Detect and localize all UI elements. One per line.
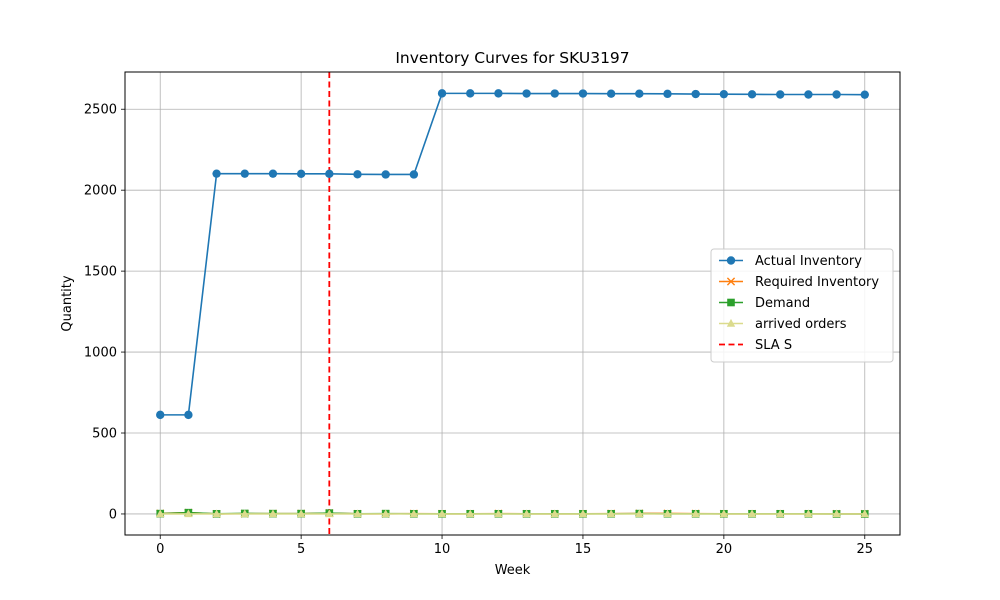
data-point bbox=[691, 509, 700, 518]
data-point bbox=[184, 410, 193, 420]
data-point bbox=[578, 89, 588, 98]
data-point bbox=[156, 410, 165, 420]
data-point bbox=[727, 298, 735, 307]
axis-ticks: 0 5 10 15 20 25 0 500 1000 1500 2000 2500 bbox=[84, 103, 873, 557]
data-point bbox=[522, 89, 531, 98]
data-point bbox=[550, 509, 559, 518]
y-tick-label: 1000 bbox=[84, 346, 117, 361]
chart-title: Inventory Curves for SKU3197 bbox=[395, 49, 629, 67]
data-point bbox=[719, 509, 729, 518]
data-point bbox=[726, 277, 736, 286]
data-point bbox=[726, 256, 736, 265]
data-point bbox=[550, 89, 559, 98]
data-point bbox=[832, 90, 841, 99]
y-axis-label: Quantity bbox=[60, 275, 75, 331]
x-tick-label: 25 bbox=[856, 542, 873, 557]
legend-entry-arrived-orders: arrived orders bbox=[719, 317, 847, 332]
y-tick-label: 0 bbox=[109, 507, 117, 522]
legend-entry-demand: Demand bbox=[719, 296, 810, 311]
data-point bbox=[804, 90, 813, 99]
data-point bbox=[296, 169, 306, 179]
data-point-stroke bbox=[726, 277, 736, 286]
data-point bbox=[381, 509, 390, 518]
data-point bbox=[466, 509, 475, 518]
data-point bbox=[578, 509, 588, 518]
data-point bbox=[409, 170, 419, 179]
data-point bbox=[156, 509, 165, 518]
data-point bbox=[353, 170, 362, 179]
data-point bbox=[804, 509, 813, 518]
data-point bbox=[240, 509, 249, 518]
data-point bbox=[325, 509, 334, 518]
legend-entry-actual-inventory: Actual Inventory bbox=[719, 254, 862, 269]
data-point bbox=[184, 509, 193, 518]
data-point bbox=[832, 509, 841, 518]
y-tick-label: 2500 bbox=[84, 103, 117, 118]
data-point bbox=[409, 509, 419, 518]
data-point bbox=[353, 509, 362, 518]
data-point bbox=[437, 89, 447, 98]
data-point bbox=[747, 90, 757, 99]
data-point bbox=[494, 509, 503, 518]
data-point bbox=[212, 509, 221, 518]
x-tick-label: 10 bbox=[434, 542, 451, 557]
series-line bbox=[160, 92, 865, 416]
x-tick-label: 20 bbox=[716, 542, 733, 557]
data-point bbox=[860, 90, 869, 99]
y-tick-label: 2000 bbox=[84, 184, 117, 199]
legend-box bbox=[710, 248, 894, 363]
data-point bbox=[726, 318, 736, 327]
data-point bbox=[635, 89, 644, 98]
data-point bbox=[663, 509, 672, 518]
data-point bbox=[747, 509, 757, 518]
data-point bbox=[325, 169, 334, 179]
legend-label: Required Inventory bbox=[755, 275, 879, 290]
x-tick-label: 0 bbox=[156, 542, 164, 557]
data-point bbox=[606, 89, 616, 98]
data-point bbox=[466, 89, 475, 98]
data-point bbox=[212, 169, 221, 178]
data-point bbox=[437, 509, 447, 518]
series-actual-inventory bbox=[156, 89, 869, 420]
data-point bbox=[240, 169, 249, 178]
data-point bbox=[522, 509, 531, 518]
x-tick-label: 15 bbox=[575, 542, 592, 557]
plot-area-frame bbox=[124, 71, 901, 536]
legend-label: SLA S bbox=[755, 338, 792, 353]
data-point bbox=[606, 509, 616, 518]
x-axis-label: Week bbox=[495, 563, 531, 578]
data-point bbox=[860, 509, 869, 518]
data-point bbox=[776, 90, 785, 99]
legend: Actual Inventory Required Inventory Demand… bbox=[710, 248, 894, 363]
data-point bbox=[268, 169, 278, 178]
legend-label: Demand bbox=[755, 296, 810, 311]
legend-label: Actual Inventory bbox=[755, 254, 862, 269]
data-point bbox=[691, 89, 700, 99]
series-group bbox=[156, 89, 869, 519]
data-point bbox=[381, 170, 390, 179]
legend-entry-sla-s: SLA S bbox=[719, 338, 792, 353]
legend-label: arrived orders bbox=[755, 317, 847, 332]
data-point bbox=[494, 89, 503, 98]
data-point bbox=[776, 509, 785, 518]
legend-entry-required-inventory: Required Inventory bbox=[719, 275, 879, 290]
series-arrived-orders bbox=[156, 509, 869, 518]
data-point bbox=[635, 509, 644, 518]
data-point bbox=[268, 509, 278, 518]
data-point bbox=[719, 89, 729, 99]
data-point bbox=[296, 509, 306, 518]
y-tick-label: 500 bbox=[92, 427, 117, 442]
x-tick-label: 5 bbox=[297, 542, 305, 557]
data-point bbox=[663, 89, 672, 99]
y-tick-label: 1500 bbox=[84, 265, 117, 280]
